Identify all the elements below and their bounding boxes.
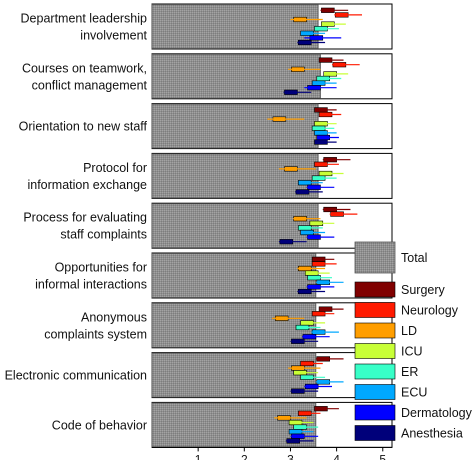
category-panel: Orientation to new staff bbox=[19, 103, 393, 150]
legend-swatch-neurology bbox=[354, 302, 396, 318]
legend-label-ecu: ECU bbox=[401, 386, 427, 400]
category-label: Anonymous bbox=[81, 310, 147, 324]
category-label: conflict management bbox=[32, 78, 148, 92]
category-label: information exchange bbox=[27, 178, 147, 192]
category-label: Opportunities for bbox=[55, 261, 147, 275]
legend-swatch-er bbox=[354, 363, 396, 380]
x-tick-label: 4 bbox=[333, 452, 340, 460]
category-label: Protocol for bbox=[83, 161, 147, 175]
x-tick-label: 3 bbox=[287, 452, 294, 460]
legend-label-dermatology: Dermatology bbox=[401, 406, 472, 420]
legend-label-surgery: Surgery bbox=[401, 283, 446, 297]
legend-label-er: ER bbox=[401, 365, 418, 379]
total-bar bbox=[151, 103, 319, 149]
legend-label-ld: LD bbox=[401, 324, 417, 338]
total-bar bbox=[151, 153, 319, 199]
legend-label-icu: ICU bbox=[401, 345, 423, 359]
total-bar bbox=[151, 253, 317, 298]
x-tick-label: 1 bbox=[195, 452, 202, 460]
legend-swatch-surgery bbox=[354, 281, 396, 298]
category-label: Orientation to new staff bbox=[19, 120, 148, 134]
total-bar bbox=[151, 302, 317, 348]
category-label: Courses on teamwork, bbox=[22, 61, 147, 75]
chart-panels: Department leadership involvement Courses … bbox=[5, 3, 393, 448]
x-tick-label: 5 bbox=[379, 452, 386, 460]
total-bar bbox=[151, 352, 317, 398]
legend-swatch-ecu bbox=[354, 384, 396, 400]
category-panel: Department leadership involvement bbox=[21, 3, 393, 50]
category-label: staff complaints bbox=[60, 228, 147, 242]
category-label: Process for evaluating bbox=[23, 211, 147, 225]
legend-swatch-anesthesia bbox=[354, 425, 396, 441]
total-bar bbox=[151, 4, 319, 49]
legend-label-neurology: Neurology bbox=[401, 304, 459, 318]
category-label: Department leadership bbox=[21, 12, 148, 26]
legend: Total Surgery Neurology LD ICU ER ECU Dermatolo… bbox=[354, 241, 472, 441]
x-axis: 1 2 3 4 5 bbox=[152, 446, 392, 460]
legend-swatch-dermatology bbox=[354, 404, 396, 421]
legend-swatch-icu bbox=[354, 343, 396, 359]
category-panel: Courses on teamwork, conflict management bbox=[22, 53, 393, 100]
legend-swatch-ld bbox=[354, 322, 396, 339]
category-panel: Code of behavior bbox=[52, 401, 393, 448]
category-label: involvement bbox=[80, 29, 147, 43]
category-panel: Protocol for information exchange bbox=[27, 152, 393, 199]
legend-label-total: Total bbox=[401, 251, 427, 265]
category-label: Code of behavior bbox=[52, 418, 147, 432]
category-label: complaints system bbox=[44, 327, 147, 341]
category-panel: Electronic communication bbox=[5, 352, 393, 399]
x-tick-label: 2 bbox=[241, 452, 248, 460]
category-label: informal interactions bbox=[35, 278, 147, 292]
category-label: Electronic communication bbox=[5, 369, 147, 383]
category-panel: Anonymous complaints system bbox=[44, 302, 393, 349]
category-panel: Process for evaluating staff complaints bbox=[23, 202, 393, 249]
legend-label-anesthesia: Anesthesia bbox=[401, 427, 463, 441]
category-panel: Opportunities for informal interactions bbox=[35, 252, 393, 299]
legend-swatch-total bbox=[354, 241, 396, 274]
